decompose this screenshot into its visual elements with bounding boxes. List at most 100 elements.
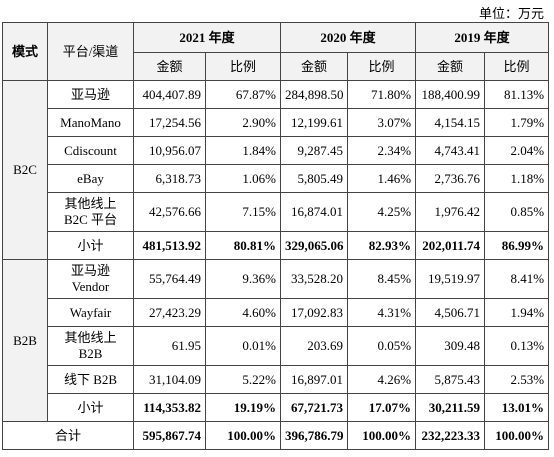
value-cell: 7.15% bbox=[204, 192, 282, 232]
value-cell: 100.00% bbox=[347, 421, 417, 450]
channel-cell: Wayfair bbox=[47, 298, 134, 327]
header-cell: 比例 bbox=[484, 52, 550, 81]
value-cell: 114,353.82 bbox=[133, 393, 206, 422]
value-cell: 4,506.71 bbox=[415, 298, 486, 327]
value-cell: 202,011.74 bbox=[415, 231, 486, 260]
value-cell: 203.69 bbox=[280, 326, 349, 366]
value-cell: 4.25% bbox=[347, 192, 417, 232]
value-cell: 100.00% bbox=[484, 421, 550, 450]
value-cell: 0.05% bbox=[347, 326, 417, 366]
header-cell: 金额 bbox=[280, 52, 349, 81]
value-cell: 329,065.06 bbox=[280, 231, 349, 260]
header-cell: 平台/渠道 bbox=[47, 22, 134, 81]
value-cell: 2.04% bbox=[484, 136, 550, 165]
value-cell: 5,805.49 bbox=[280, 164, 349, 193]
value-cell: 2,736.76 bbox=[415, 164, 486, 193]
value-cell: 1.18% bbox=[484, 164, 550, 193]
value-cell: 8.41% bbox=[484, 259, 550, 299]
table-body: B2C 亚马逊 404,407.89 67.87% 284,898.50 71.80% 18… bbox=[2, 80, 550, 450]
value-cell: 9,287.45 bbox=[280, 136, 349, 165]
channel-cell: 线下 B2B bbox=[47, 365, 134, 394]
value-cell: 8.45% bbox=[347, 259, 417, 299]
value-cell: 31,104.09 bbox=[133, 365, 206, 394]
value-cell: 1.84% bbox=[204, 136, 282, 165]
mode-cell: B2C bbox=[2, 80, 48, 260]
value-cell: 82.93% bbox=[347, 231, 417, 260]
channel-cell: 其他线上 B2C 平台 bbox=[47, 192, 134, 232]
value-cell: 481,513.92 bbox=[133, 231, 206, 260]
channel-cell: Cdiscount bbox=[47, 136, 134, 165]
value-cell: 1.46% bbox=[347, 164, 417, 193]
data-row: 其他线上 B2C 平台 42,576.66 7.15% 16,874.01 4.25% 1… bbox=[3, 192, 550, 232]
header-row: 金额 比例 金额 比例 金额 比例 bbox=[3, 52, 550, 81]
value-cell: 17.07% bbox=[347, 393, 417, 422]
value-cell: 16,874.01 bbox=[280, 192, 349, 232]
subtotal-label: 小计 bbox=[47, 231, 134, 260]
header-cell: 2019 年度 bbox=[415, 22, 550, 53]
header-row: 模式 平台/渠道 2021 年度 2020 年度 2019 年度 bbox=[2, 22, 550, 81]
data-row: eBay 6,318.73 1.06% 5,805.49 1.46% 2,736.76 1.… bbox=[3, 164, 550, 193]
value-cell: 284,898.50 bbox=[280, 80, 349, 109]
header-cell: 2020 年度 bbox=[280, 22, 417, 53]
value-cell: 1.79% bbox=[484, 108, 550, 137]
data-row: 线下 B2B 31,104.09 5.22% 16,897.01 4.26% 5,875.… bbox=[3, 365, 550, 394]
channel-cell: 亚马逊 bbox=[47, 80, 134, 109]
value-cell: 81.13% bbox=[484, 80, 550, 109]
value-cell: 6,318.73 bbox=[133, 164, 206, 193]
value-cell: 55,764.49 bbox=[133, 259, 206, 299]
subtotal-label: 小计 bbox=[47, 393, 134, 422]
value-cell: 19.19% bbox=[204, 393, 282, 422]
value-cell: 100.00% bbox=[204, 421, 282, 450]
data-row: Cdiscount 10,956.07 1.84% 9,287.45 2.34% 4,74… bbox=[3, 136, 550, 165]
value-cell: 2.90% bbox=[204, 108, 282, 137]
header-cell: 金额 bbox=[133, 52, 206, 81]
value-cell: 4.60% bbox=[204, 298, 282, 327]
channel-cell: 亚马逊 Vendor bbox=[47, 259, 134, 299]
value-cell: 5,875.43 bbox=[415, 365, 486, 394]
value-cell: 2.34% bbox=[347, 136, 417, 165]
data-row: Wayfair 27,423.29 4.60% 17,092.83 4.31% 4,506… bbox=[3, 298, 550, 327]
data-row: B2B 亚马逊 Vendor 55,764.49 9.36% 33,528.20 8.45… bbox=[2, 259, 550, 422]
value-cell: 4,154.15 bbox=[415, 108, 486, 137]
value-cell: 16,897.01 bbox=[280, 365, 349, 394]
revenue-table: 模式 平台/渠道 2021 年度 2020 年度 2019 年度 金额 比例 金… bbox=[2, 22, 550, 450]
value-cell: 0.13% bbox=[484, 326, 550, 366]
value-cell: 67,721.73 bbox=[280, 393, 349, 422]
value-cell: 0.85% bbox=[484, 192, 550, 232]
value-cell: 1.94% bbox=[484, 298, 550, 327]
value-cell: 27,423.29 bbox=[133, 298, 206, 327]
header-cell: 比例 bbox=[347, 52, 417, 81]
header-cell: 比例 bbox=[204, 52, 282, 81]
value-cell: 2.53% bbox=[484, 365, 550, 394]
data-row: ManoMano 17,254.56 2.90% 12,199.61 3.07% 4,15… bbox=[3, 108, 550, 137]
value-cell: 67.87% bbox=[204, 80, 282, 109]
channel-cell: 其他线上 B2B bbox=[47, 326, 134, 366]
value-cell: 30,211.59 bbox=[415, 393, 486, 422]
unit-note: 单位：万元 bbox=[478, 6, 544, 21]
value-cell: 86.99% bbox=[484, 231, 550, 260]
value-cell: 4,743.41 bbox=[415, 136, 486, 165]
value-cell: 0.01% bbox=[204, 326, 282, 366]
value-cell: 17,092.83 bbox=[280, 298, 349, 327]
value-cell: 9.36% bbox=[204, 259, 282, 299]
value-cell: 396,786.79 bbox=[280, 421, 349, 450]
value-cell: 61.95 bbox=[133, 326, 206, 366]
value-cell: 12,199.61 bbox=[280, 108, 349, 137]
value-cell: 80.81% bbox=[204, 231, 282, 260]
data-row: B2C 亚马逊 404,407.89 67.87% 284,898.50 71.80% 18… bbox=[2, 80, 550, 260]
value-cell: 404,407.89 bbox=[133, 80, 206, 109]
mode-cell: B2B bbox=[2, 259, 48, 422]
value-cell: 13.01% bbox=[484, 393, 550, 422]
value-cell: 42,576.66 bbox=[133, 192, 206, 232]
value-cell: 10,956.07 bbox=[133, 136, 206, 165]
value-cell: 4.26% bbox=[347, 365, 417, 394]
header-cell: 模式 bbox=[2, 22, 48, 81]
header-cell: 2021 年度 bbox=[132, 22, 282, 53]
header-cell: 金额 bbox=[415, 52, 486, 81]
value-cell: 19,519.97 bbox=[415, 259, 486, 299]
value-cell: 17,254.56 bbox=[133, 108, 206, 137]
value-cell: 1,976.42 bbox=[415, 192, 486, 232]
channel-cell: ManoMano bbox=[47, 108, 134, 137]
value-cell: 33,528.20 bbox=[280, 259, 349, 299]
